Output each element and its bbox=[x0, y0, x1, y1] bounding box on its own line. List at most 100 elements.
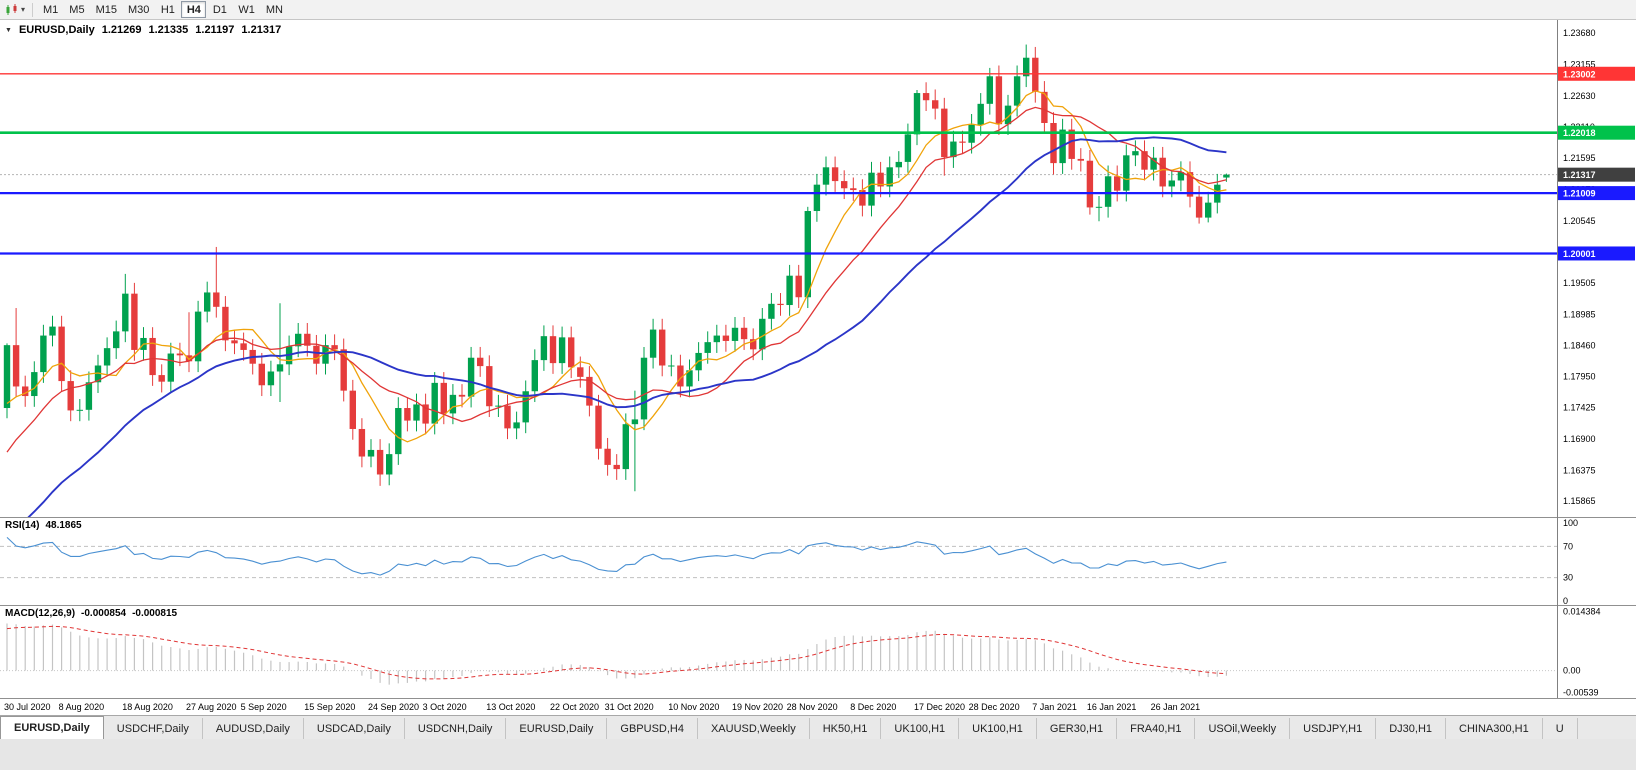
timeframe-toolbar: ▾ M1 M5 M15 M30 H1 H4 D1 W1 MN bbox=[0, 0, 1636, 20]
timeframe-button-d1[interactable]: D1 bbox=[212, 3, 227, 16]
chart-tab[interactable]: U bbox=[1542, 718, 1578, 739]
chart-tab[interactable]: USDCHF,Daily bbox=[103, 718, 203, 739]
ohlc-close: 1.21317 bbox=[241, 24, 282, 36]
macd-histogram bbox=[6, 623, 1228, 685]
price-badge: 1.22018 bbox=[1558, 125, 1635, 140]
svg-text:28 Dec 2020: 28 Dec 2020 bbox=[969, 702, 1020, 712]
chart-tab[interactable]: USDJPY,H1 bbox=[1290, 718, 1377, 739]
svg-text:0.014384: 0.014384 bbox=[1563, 607, 1601, 617]
svg-text:1.18985: 1.18985 bbox=[1563, 309, 1596, 319]
svg-text:100: 100 bbox=[1563, 518, 1578, 528]
svg-text:3 Oct 2020: 3 Oct 2020 bbox=[423, 702, 467, 712]
chart-tab[interactable]: EURUSD,Daily bbox=[506, 718, 608, 739]
price-badge: 1.23002 bbox=[1558, 66, 1635, 81]
svg-text:31 Oct 2020: 31 Oct 2020 bbox=[605, 702, 654, 712]
svg-text:1.23002: 1.23002 bbox=[1563, 69, 1596, 79]
date-axis[interactable]: 30 Jul 2020 8 Aug 2020 18 Aug 2020 27 Aug 2… bbox=[0, 698, 1636, 715]
timeframe-toolbar-buttons: M1 M5 M15 M30 H1 H4 D1 W1 MN bbox=[38, 1, 288, 18]
chart-tab[interactable]: USOil,Weekly bbox=[1195, 718, 1291, 739]
svg-text:0.00: 0.00 bbox=[1563, 666, 1581, 676]
macd-value: -0.000854 bbox=[81, 608, 127, 619]
svg-text:1.20545: 1.20545 bbox=[1563, 216, 1596, 226]
rsi-value: 48.1865 bbox=[45, 520, 82, 531]
svg-text:70: 70 bbox=[1563, 541, 1573, 551]
svg-text:8 Dec 2020: 8 Dec 2020 bbox=[850, 702, 896, 712]
timeframe-button-w1[interactable]: W1 bbox=[238, 3, 255, 16]
rsi-indicator-label: RSI(14) 48.1865 bbox=[5, 520, 82, 531]
window-filler bbox=[0, 739, 1636, 770]
chart-tab[interactable]: UK100,H1 bbox=[959, 718, 1037, 739]
svg-text:1.21317: 1.21317 bbox=[1563, 170, 1596, 180]
chart-tab[interactable]: UK100,H1 bbox=[881, 718, 960, 739]
timeframe-button-m30[interactable]: M30 bbox=[127, 3, 150, 16]
svg-text:1.22018: 1.22018 bbox=[1563, 128, 1596, 138]
ohlc-high: 1.21335 bbox=[148, 24, 189, 36]
chart-tab[interactable]: FRA40,H1 bbox=[1117, 718, 1196, 739]
chart-tab[interactable]: GBPUSD,H4 bbox=[607, 718, 698, 739]
chart-tab[interactable]: DJ30,H1 bbox=[1376, 718, 1447, 739]
timeframe-button-m5[interactable]: M5 bbox=[69, 3, 85, 16]
svg-text:26 Jan 2021: 26 Jan 2021 bbox=[1151, 702, 1201, 712]
svg-text:15 Sep 2020: 15 Sep 2020 bbox=[304, 702, 355, 712]
svg-text:1.21595: 1.21595 bbox=[1563, 153, 1596, 163]
rsi-name: RSI(14) bbox=[5, 520, 40, 531]
svg-text:7 Jan 2021: 7 Jan 2021 bbox=[1032, 702, 1077, 712]
rsi-indicator-panel[interactable]: 100 70 30 0 bbox=[0, 517, 1636, 605]
svg-text:5 Sep 2020: 5 Sep 2020 bbox=[241, 702, 287, 712]
chart-tab[interactable]: USDCNH,Daily bbox=[404, 718, 507, 739]
chart-symbol-label: EURUSD,Daily bbox=[18, 24, 95, 36]
svg-text:1.23155: 1.23155 bbox=[1563, 60, 1596, 70]
ma-fast-line bbox=[6, 90, 1227, 443]
svg-text:1.22630: 1.22630 bbox=[1563, 91, 1596, 101]
price-chart-panel[interactable]: 1.236801.231551.226301.221101.215951.210… bbox=[0, 20, 1636, 517]
svg-text:30: 30 bbox=[1563, 573, 1573, 583]
price-badge: 1.21009 bbox=[1558, 186, 1635, 201]
svg-text:1.15865: 1.15865 bbox=[1563, 496, 1596, 506]
svg-text:24 Sep 2020: 24 Sep 2020 bbox=[368, 702, 419, 712]
rsi-line bbox=[6, 537, 1227, 576]
svg-text:1.21009: 1.21009 bbox=[1563, 189, 1596, 199]
chart-tab[interactable]: GER30,H1 bbox=[1036, 718, 1118, 739]
chart-tabbar: EURUSD,Daily USDCHF,Daily AUDUSD,Daily USDC… bbox=[0, 715, 1636, 739]
svg-text:19 Nov 2020: 19 Nov 2020 bbox=[732, 702, 783, 712]
price-axis[interactable]: 1.236801.231551.226301.221101.215951.210… bbox=[1563, 28, 1596, 506]
timeframe-button-m15[interactable]: M15 bbox=[95, 3, 117, 16]
chart-tab[interactable]: HK50,H1 bbox=[809, 718, 882, 739]
chart-type-icon[interactable]: ▾ bbox=[4, 3, 25, 16]
svg-text:17 Dec 2020: 17 Dec 2020 bbox=[914, 702, 965, 712]
svg-text:16 Jan 2021: 16 Jan 2021 bbox=[1087, 702, 1137, 712]
ma-mid-line bbox=[6, 106, 1227, 453]
chart-tab[interactable]: XAUUSD,Weekly bbox=[697, 718, 810, 739]
svg-text:27 Aug 2020: 27 Aug 2020 bbox=[186, 702, 237, 712]
timeframe-button-m1[interactable]: M1 bbox=[43, 3, 59, 16]
macd-signal-value: -0.000815 bbox=[132, 608, 178, 619]
price-badge: 1.21317 bbox=[1558, 167, 1635, 182]
svg-text:28 Nov 2020: 28 Nov 2020 bbox=[787, 702, 838, 712]
timeframe-button-h1[interactable]: H1 bbox=[160, 3, 175, 16]
svg-text:13 Oct 2020: 13 Oct 2020 bbox=[486, 702, 535, 712]
svg-text:1.16375: 1.16375 bbox=[1563, 466, 1596, 476]
svg-text:1.17950: 1.17950 bbox=[1563, 371, 1596, 381]
svg-text:30 Jul 2020: 30 Jul 2020 bbox=[4, 702, 51, 712]
chart-tab[interactable]: EURUSD,Daily bbox=[0, 716, 104, 739]
timeframe-button-mn[interactable]: MN bbox=[265, 3, 283, 16]
timeframe-button-h4[interactable]: H4 bbox=[181, 1, 207, 18]
chart-header: ▼ EURUSD,Daily 1.21269 1.21335 1.21197 1… bbox=[5, 24, 281, 36]
svg-text:22 Oct 2020: 22 Oct 2020 bbox=[550, 702, 599, 712]
chart-tab[interactable]: CHINA300,H1 bbox=[1446, 718, 1543, 739]
macd-indicator-panel[interactable]: 0.014384 0.00 -0.00539 bbox=[0, 605, 1636, 698]
date-axis-labels: 30 Jul 2020 8 Aug 2020 18 Aug 2020 27 Aug 2… bbox=[4, 702, 1200, 712]
ohlc-low: 1.21197 bbox=[195, 24, 235, 36]
price-badge: 1.20001 bbox=[1558, 246, 1635, 261]
candlestick-chart-icon bbox=[6, 3, 17, 15]
svg-text:1.23680: 1.23680 bbox=[1563, 28, 1596, 38]
macd-name: MACD(12,26,9) bbox=[5, 608, 76, 619]
chart-tab[interactable]: USDCAD,Daily bbox=[303, 718, 405, 739]
svg-text:1.19505: 1.19505 bbox=[1563, 278, 1596, 288]
candlesticks-layer bbox=[3, 44, 1230, 492]
symbol-dropdown-icon[interactable]: ▼ bbox=[5, 26, 12, 34]
svg-text:0: 0 bbox=[1563, 596, 1568, 605]
svg-text:1.17425: 1.17425 bbox=[1563, 403, 1596, 413]
chart-tab[interactable]: AUDUSD,Daily bbox=[202, 718, 304, 739]
